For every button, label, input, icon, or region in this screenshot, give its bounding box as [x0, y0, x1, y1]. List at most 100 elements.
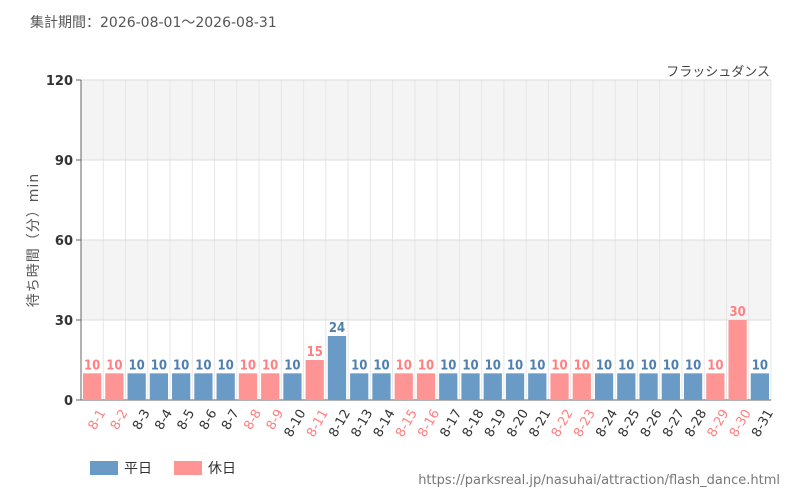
data-label-8-16: 10	[418, 358, 434, 373]
bar-8-25	[617, 373, 636, 400]
bar-8-12	[327, 336, 347, 400]
bar-8-17	[439, 373, 458, 400]
data-label-8-27: 10	[663, 358, 679, 373]
x-tick-label-8-12: 8-12	[326, 407, 354, 440]
bar-8-16	[416, 373, 436, 400]
data-label-8-5: 10	[173, 358, 189, 373]
x-tick-label-8-26: 8-26	[638, 407, 666, 440]
bar-8-26	[639, 373, 658, 400]
legend-entry-holiday: 休日	[174, 458, 236, 478]
x-tick-label-8-25: 8-25	[616, 407, 644, 440]
attraction-name: フラッシュダンス	[666, 65, 770, 80]
x-tick-label-8-13: 8-13	[349, 407, 377, 440]
data-label-8-23: 10	[574, 358, 590, 373]
x-tick-label-8-18: 8-18	[460, 407, 488, 440]
bar-8-11	[305, 360, 324, 400]
legend-entry-weekday: 平日	[90, 458, 152, 478]
data-label-8-25: 10	[618, 358, 634, 373]
bar-8-5	[172, 373, 191, 400]
period-label: 集計期間：2026-08-01～2026-08-31	[30, 15, 277, 31]
x-tick-label-8-19: 8-19	[482, 407, 510, 440]
x-tick-label-8-7: 8-7	[219, 407, 243, 433]
bar-8-18	[461, 373, 480, 400]
x-tick-label-8-5: 8-5	[175, 407, 199, 433]
data-label-8-1: 10	[84, 358, 100, 373]
data-label-8-20: 10	[507, 358, 523, 373]
bar-8-20	[505, 373, 525, 400]
data-label-8-30: 30	[729, 305, 745, 320]
x-tick-label-8-29: 8-29	[705, 407, 733, 440]
bar-8-31	[750, 373, 769, 400]
bar-8-1	[83, 373, 102, 400]
data-label-8-13: 10	[351, 358, 367, 373]
plot-band	[81, 80, 771, 160]
x-tick-label-8-23: 8-23	[571, 407, 599, 440]
x-tick-label-8-28: 8-28	[682, 407, 710, 440]
data-label-8-10: 10	[284, 358, 300, 373]
data-label-8-29: 10	[707, 358, 723, 373]
x-tick-label-8-24: 8-24	[593, 407, 621, 440]
data-label-8-31: 10	[752, 358, 768, 373]
data-label-8-14: 10	[373, 358, 389, 373]
data-label-8-26: 10	[640, 358, 656, 373]
data-label-8-12: 24	[329, 321, 345, 336]
data-label-8-19: 10	[485, 358, 501, 373]
x-tick-label-8-17: 8-17	[438, 407, 466, 440]
x-tick-label-8-1: 8-1	[86, 407, 110, 433]
x-tick-label-8-22: 8-22	[549, 407, 577, 440]
x-tick-label-8-30: 8-30	[727, 407, 755, 440]
y-tick-label: 60	[55, 234, 73, 249]
bar-8-22	[550, 373, 569, 400]
data-label-8-11: 15	[307, 345, 323, 360]
y-tick-label: 120	[46, 74, 73, 89]
bar-8-14	[372, 373, 391, 400]
bar-8-19	[483, 373, 502, 400]
plot-band	[81, 160, 771, 240]
legend-label-weekday: 平日	[124, 461, 152, 477]
legend-swatch-holiday	[174, 461, 202, 475]
bar-8-9	[261, 373, 280, 400]
source-url: https://parksreal.jp/nasuhai/attraction/…	[418, 473, 780, 488]
bar-8-23	[572, 373, 591, 400]
bar-8-29	[706, 373, 725, 400]
x-tick-label-8-14: 8-14	[371, 407, 399, 440]
bar-8-7	[216, 373, 235, 400]
bar-8-13	[350, 373, 369, 400]
y-tick-label: 0	[64, 394, 73, 409]
x-tick-label-8-10: 8-10	[282, 407, 310, 440]
x-tick-label-8-8: 8-8	[241, 407, 265, 433]
x-tick-label-8-21: 8-21	[527, 407, 555, 440]
data-label-8-8: 10	[240, 358, 256, 373]
legend-label-holiday: 休日	[208, 461, 236, 477]
data-label-8-28: 10	[685, 358, 701, 373]
x-tick-label-8-11: 8-11	[304, 407, 332, 440]
bar-8-15	[394, 373, 413, 400]
bar-8-30	[728, 320, 747, 400]
data-label-8-15: 10	[396, 358, 412, 373]
x-tick-label-8-16: 8-16	[415, 407, 443, 440]
bar-8-3	[127, 373, 146, 400]
data-label-8-2: 10	[106, 358, 122, 373]
legend-swatch-weekday	[90, 461, 118, 475]
x-tick-label-8-15: 8-15	[393, 407, 421, 440]
bar-8-6	[194, 373, 213, 400]
data-label-8-7: 10	[218, 358, 234, 373]
x-tick-label-8-31: 8-31	[749, 407, 777, 440]
bar-8-8	[238, 373, 258, 400]
x-tick-label-8-27: 8-27	[660, 407, 688, 440]
bar-8-21	[528, 373, 547, 400]
y-tick-label: 30	[55, 314, 73, 329]
x-tick-label-8-20: 8-20	[504, 407, 532, 440]
bar-8-27	[661, 373, 680, 400]
data-label-8-17: 10	[440, 358, 456, 373]
data-label-8-22: 10	[551, 358, 567, 373]
plot-band	[81, 240, 771, 320]
bar-8-28	[683, 373, 703, 400]
x-tick-label-8-6: 8-6	[197, 407, 221, 433]
bar-8-4	[149, 373, 169, 400]
x-tick-label-8-2: 8-2	[108, 407, 132, 433]
bar-8-2	[105, 373, 124, 400]
data-label-8-6: 10	[195, 358, 211, 373]
data-label-8-18: 10	[462, 358, 478, 373]
